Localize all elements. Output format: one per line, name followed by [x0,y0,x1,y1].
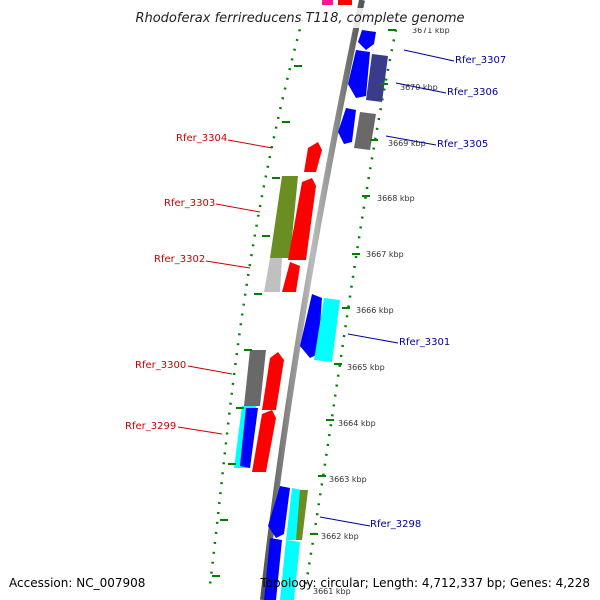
gene-bottom-blue [264,538,282,600]
gene-rfer3302 [264,258,282,292]
accession-text: Accession: NC_007908 [9,576,146,590]
label-rfer3302[interactable]: Rfer_3302 [154,254,205,265]
gene-bottom-cyan [280,540,300,600]
tick-label-3668: 3668 kbp [377,194,415,203]
tick-label-3662: 3662 kbp [321,532,359,541]
title-backdrop [120,8,480,28]
tick-label-3671: 3671 kbp [412,26,450,35]
tick-label-3666: 3666 kbp [356,306,394,315]
gene-rfer3307 [358,30,376,50]
ruler-ticks-left [212,65,302,577]
gene-rfer3306b [366,54,388,102]
gene-rfer3298b [286,488,302,540]
label-rfer3301[interactable]: Rfer_3301 [399,337,450,348]
tick-label-3665: 3665 kbp [347,363,385,372]
label-rfer3306[interactable]: Rfer_3306 [447,87,498,98]
gene-rfer3304 [304,142,322,172]
label-rfer3300[interactable]: Rfer_3300 [135,360,186,371]
label-rfer3304[interactable]: Rfer_3304 [176,133,227,144]
gene-rfer3301b [314,298,340,362]
gene-rfer3303b [288,178,316,260]
gene-rfer3299b [240,408,258,468]
gene-partial-magenta [322,0,333,5]
gene-rfer3305b [354,112,376,150]
gene-rfer3305 [338,108,356,144]
tick-label-3667: 3667 kbp [366,250,404,259]
label-rfer3299[interactable]: Rfer_3299 [125,421,176,432]
gene-rfer3299c [252,410,276,472]
tick-label-3663: 3663 kbp [329,475,367,484]
label-leaders-forward [177,139,273,435]
topology-text: Topology: circular; Length: 4,712,337 bp… [260,576,590,590]
label-rfer3305[interactable]: Rfer_3305 [437,139,488,150]
gene-partial-red [338,0,352,5]
tick-label-3664: 3664 kbp [338,419,376,428]
label-leaders-reverse [319,49,455,527]
gene-rfer3298 [268,486,290,538]
gene-rfer3300b [262,352,284,410]
gene-rfer3301 [300,294,322,358]
ruler-ticks-right [310,29,396,535]
label-rfer3298[interactable]: Rfer_3298 [370,519,421,530]
gene-rfer3306 [348,50,370,98]
ruler-left [208,9,307,586]
ruler-right [303,9,402,591]
label-rfer3303[interactable]: Rfer_3303 [164,198,215,209]
tick-label-3661: 3661 kbp [313,587,351,596]
label-rfer3307[interactable]: Rfer_3307 [455,55,506,66]
gene-rfer3302b [282,262,300,292]
tick-label-3669: 3669 kbp [388,139,426,148]
map-title: Rhodoferax ferrireducens T118, complete … [135,11,464,26]
gene-rfer3298c [296,490,308,540]
gene-rfer3300 [244,350,266,406]
gene-rfer3303 [270,176,298,258]
